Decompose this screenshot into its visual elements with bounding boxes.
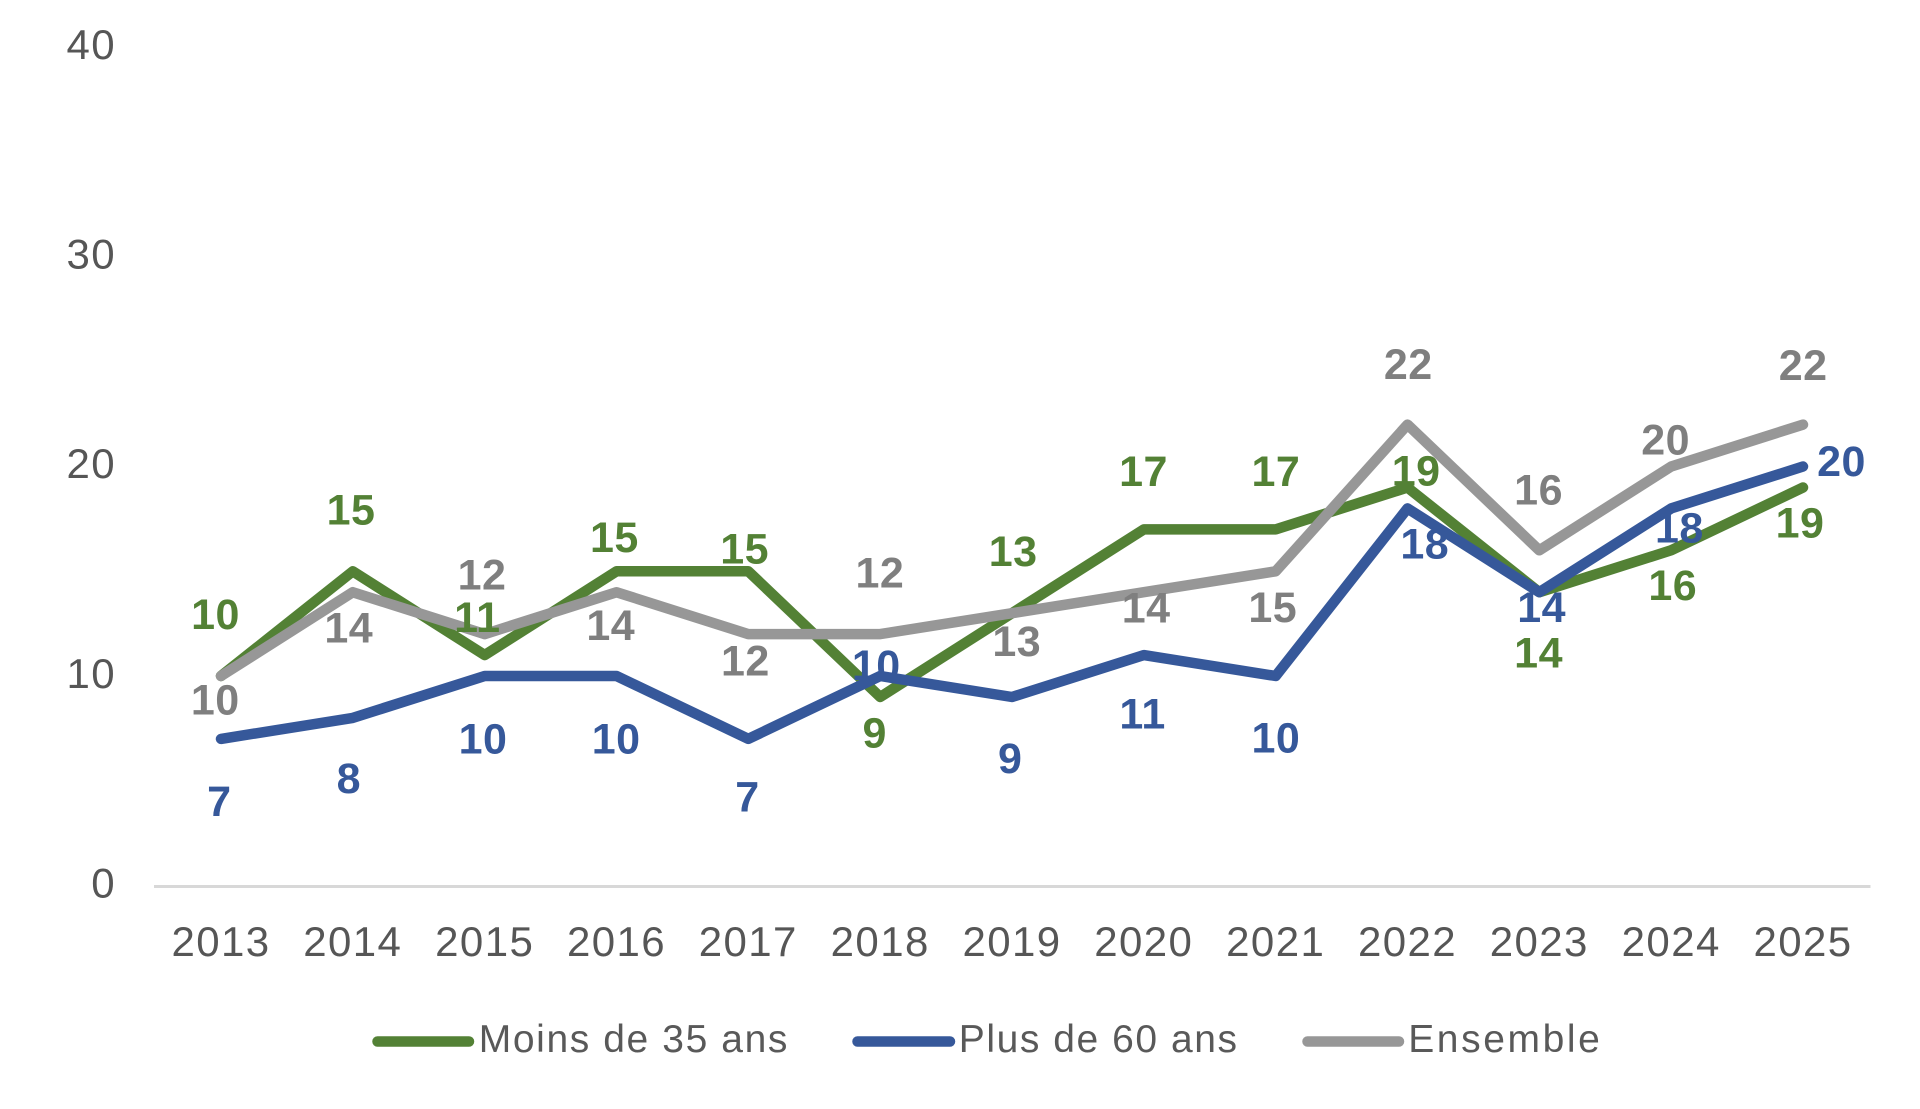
svg-text:2018: 2018 [831,918,930,965]
svg-text:16: 16 [1514,467,1563,515]
svg-text:0: 0 [91,860,116,907]
svg-text:14: 14 [324,604,373,652]
svg-text:2015: 2015 [435,918,534,965]
svg-text:20: 20 [1817,438,1866,486]
svg-text:18: 18 [1655,505,1704,553]
svg-text:22: 22 [1779,342,1828,390]
svg-text:14: 14 [1517,584,1566,632]
svg-text:8: 8 [337,755,361,803]
svg-text:13: 13 [992,618,1041,666]
svg-text:15: 15 [590,514,639,562]
svg-text:20: 20 [1641,417,1690,465]
svg-text:14: 14 [586,602,635,650]
svg-text:14: 14 [1514,629,1563,677]
svg-text:2014: 2014 [303,918,402,965]
svg-text:17: 17 [1251,448,1300,496]
svg-text:2022: 2022 [1358,918,1457,965]
svg-text:40: 40 [66,21,116,68]
svg-text:10: 10 [66,650,116,697]
svg-text:9: 9 [862,709,886,757]
svg-text:11: 11 [1119,690,1165,738]
svg-text:7: 7 [735,773,759,821]
svg-text:13: 13 [989,528,1038,576]
svg-text:2017: 2017 [699,918,798,965]
svg-text:2013: 2013 [171,918,270,965]
svg-text:19: 19 [1776,499,1825,547]
svg-text:15: 15 [1248,584,1297,632]
svg-text:17: 17 [1119,448,1168,496]
svg-text:2016: 2016 [567,918,666,965]
svg-text:12: 12 [855,550,904,598]
svg-text:7: 7 [207,778,231,826]
svg-text:2025: 2025 [1753,918,1852,965]
svg-text:16: 16 [1648,562,1697,610]
svg-text:30: 30 [66,231,116,278]
svg-text:Ensemble: Ensemble [1408,1018,1602,1061]
svg-text:15: 15 [327,487,376,535]
svg-text:Plus de 60 ans: Plus de 60 ans [959,1018,1239,1061]
svg-text:10: 10 [459,715,508,763]
svg-text:18: 18 [1400,521,1449,569]
svg-text:10: 10 [191,677,240,725]
svg-text:2024: 2024 [1622,918,1721,965]
svg-text:10: 10 [191,591,240,639]
svg-text:12: 12 [721,638,770,686]
svg-text:2023: 2023 [1490,918,1589,965]
svg-text:19: 19 [1392,447,1441,495]
svg-text:20: 20 [66,440,116,487]
svg-text:Moins de 35 ans: Moins de 35 ans [479,1018,789,1061]
svg-text:2021: 2021 [1226,918,1325,965]
svg-text:14: 14 [1122,584,1171,632]
svg-text:10: 10 [1251,714,1300,762]
svg-text:15: 15 [720,525,769,573]
svg-text:22: 22 [1384,341,1433,389]
svg-text:9: 9 [998,735,1022,783]
svg-text:11: 11 [454,594,500,642]
svg-text:10: 10 [592,716,641,764]
svg-text:2019: 2019 [962,918,1061,965]
svg-text:12: 12 [458,552,507,600]
svg-text:10: 10 [852,642,901,690]
svg-text:2020: 2020 [1094,918,1193,965]
